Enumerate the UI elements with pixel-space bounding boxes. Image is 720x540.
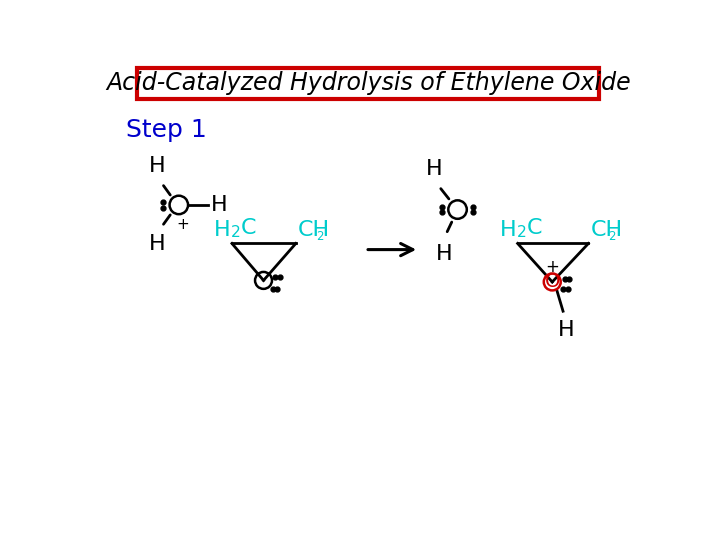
Text: +: + <box>176 217 189 232</box>
Text: H: H <box>500 220 516 240</box>
Text: +: + <box>545 258 559 275</box>
Text: $_2$C: $_2$C <box>516 217 543 240</box>
Text: H: H <box>558 320 575 340</box>
Text: CH: CH <box>590 220 623 240</box>
Text: $_2$: $_2$ <box>316 225 324 242</box>
Text: Acid-Catalyzed Hydrolysis of Ethylene Oxide: Acid-Catalyzed Hydrolysis of Ethylene Ox… <box>107 71 631 95</box>
Text: H: H <box>211 195 228 215</box>
FancyBboxPatch shape <box>138 68 599 99</box>
Text: H: H <box>149 156 166 176</box>
Text: H: H <box>214 220 230 240</box>
Text: $_2$C: $_2$C <box>230 217 258 240</box>
Text: O: O <box>544 273 560 292</box>
Text: $_2$: $_2$ <box>608 225 617 242</box>
Text: H: H <box>426 159 443 179</box>
Text: H: H <box>149 234 166 254</box>
Text: CH: CH <box>298 220 330 240</box>
Text: H: H <box>436 244 452 264</box>
Text: Step 1: Step 1 <box>127 118 207 142</box>
